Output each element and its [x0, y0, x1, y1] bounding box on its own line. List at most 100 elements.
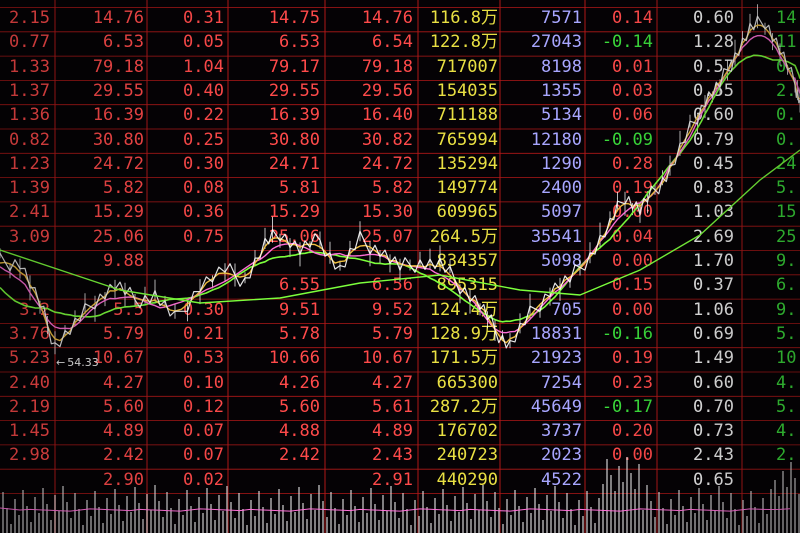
cell-bid: 2.42: [279, 445, 320, 466]
cell-ratio: 0.73: [693, 421, 734, 442]
cell-volume: 711188: [436, 105, 498, 126]
cell-edge: 15: [776, 202, 797, 223]
cell-volume: 264.5万: [429, 226, 498, 247]
cell-bid: 4.88: [279, 421, 320, 442]
cell-lots: 2023: [541, 445, 582, 466]
cell-edge: 14: [776, 8, 797, 28]
cell-edge: 0.: [776, 105, 797, 126]
cell-price: 4.89: [103, 421, 144, 442]
table-row: 3.2 5.5 0.30 9.51 9.52 124.4万 705 0.00 1.06 9.: [0, 299, 800, 322]
cell-price: 2.42: [103, 445, 144, 466]
table-row: 2.90 0.02 2.91 440290 4522 0.65: [0, 469, 800, 492]
cell-lots: 35541: [530, 226, 582, 247]
table-row: 9.88 834357 5098 0.00 1.70 9.: [0, 250, 800, 273]
cell-price: 5.82: [103, 178, 144, 199]
cell-change: 0.75: [183, 226, 224, 247]
cell-rate: 0.19: [612, 178, 653, 199]
cell-ratio: 0.79: [693, 129, 734, 150]
cell-last: 1.39: [9, 178, 50, 199]
cell-ask: 5.61: [372, 396, 413, 417]
cell-ratio: 0.55: [693, 80, 734, 101]
table-row: 0.82 30.80 0.25 30.80 30.82 765994 12180 -0.09 0…: [0, 129, 800, 152]
cell-ask: 10.67: [361, 348, 413, 369]
cell-price: 16.39: [92, 105, 144, 126]
cell-lots: 705: [551, 299, 582, 320]
cell-price: 14.76: [92, 8, 144, 28]
cell-ratio: 0.60: [693, 8, 734, 28]
cell-volume: 176702: [436, 421, 498, 442]
cell-rate: 0.00: [612, 202, 653, 223]
cell-ratio: 0.45: [693, 153, 734, 174]
cell-bid: 15.29: [268, 202, 320, 223]
table-row: 0.77 6.53 0.05 6.53 6.54 122.8万 27043 -0.14 1.28…: [0, 31, 800, 54]
low-price-annotation: ← 54.33: [56, 356, 99, 369]
cell-ask: 15.30: [361, 202, 413, 223]
cell-last: 2.15: [9, 8, 50, 28]
cell-ratio: 0.37: [693, 275, 734, 296]
cell-volume: 765994: [436, 129, 498, 150]
cell-price: 24.72: [92, 153, 144, 174]
cell-lots: 4522: [541, 469, 582, 490]
cell-last: 0.82: [9, 129, 50, 150]
cell-rate: 0.19: [612, 348, 653, 369]
cell-last: 3.76: [9, 323, 50, 344]
table-row: 2.40 4.27 0.10 4.26 4.27 665300 7254 0.23 0.60 4.: [0, 372, 800, 395]
cell-rate: 0.00: [612, 299, 653, 320]
cell-ratio: 0.57: [693, 56, 734, 77]
cell-ratio: 0.70: [693, 396, 734, 417]
cell-bid: 5.78: [279, 323, 320, 344]
cell-edge: 24: [776, 153, 797, 174]
cell-change: 0.25: [183, 129, 224, 150]
cell-ask: 79.18: [361, 56, 413, 77]
cell-change: 0.30: [183, 153, 224, 174]
cell-edge: 2.: [776, 445, 797, 466]
cell-change: 0.21: [183, 323, 224, 344]
cell-price: 5.60: [103, 396, 144, 417]
cell-edge: 4.: [776, 372, 797, 393]
cell-rate: 0.15: [612, 275, 653, 296]
cell-lots: 18831: [530, 323, 582, 344]
cell-lots: 1290: [541, 153, 582, 174]
cell-ratio: 0.65: [693, 469, 734, 490]
cell-volume: 128.9万: [429, 323, 498, 344]
cell-lots: 45649: [530, 396, 582, 417]
table-row: 1.37 29.55 0.40 29.55 29.56 154035 1355 0.03 0.5…: [0, 80, 800, 103]
cell-last: 2.41: [9, 202, 50, 223]
cell-ask: 2.43: [372, 445, 413, 466]
cell-volume: 665300: [436, 372, 498, 393]
cell-change: 0.53: [183, 348, 224, 369]
cell-ratio: 2.43: [693, 445, 734, 466]
cell-ask: 2.91: [372, 469, 413, 490]
cell-edge: 5.: [776, 396, 797, 417]
cell-lots: 27043: [530, 32, 582, 53]
cell-ask: 29.56: [361, 80, 413, 101]
annotation-value: 54.33: [67, 356, 99, 369]
cell-lots: 21923: [530, 348, 582, 369]
cell-bid: 25.06: [268, 226, 320, 247]
cell-ratio: 2.69: [693, 226, 734, 247]
cell-change: 0.07: [183, 445, 224, 466]
cell-change: 0.05: [183, 32, 224, 53]
cell-last: 0.77: [9, 32, 50, 53]
cell-rate: -0.17: [601, 396, 653, 417]
cell-rate: 0.20: [612, 421, 653, 442]
cell-volume: 240723: [436, 445, 498, 466]
cell-ratio: 1.49: [693, 348, 734, 369]
cell-bid: 24.71: [268, 153, 320, 174]
cell-price: 30.80: [92, 129, 144, 150]
table-row: 1.33 79.18 1.04 79.17 79.18 717007 8198 0.01 0.5…: [0, 56, 800, 79]
cell-edge: 9.: [776, 251, 797, 271]
cell-edge: 0.: [776, 129, 797, 150]
cell-ratio: 0.83: [693, 178, 734, 199]
cell-rate: 0.00: [612, 251, 653, 271]
table-row: 6.55 6.56 895315 0.15 0.37 6.: [0, 274, 800, 297]
cell-volume: 287.2万: [429, 396, 498, 417]
cell-edge: 0.: [776, 56, 797, 77]
cell-rate: 0.00: [612, 445, 653, 466]
cell-edge: 9.: [776, 299, 797, 320]
cell-bid: 29.55: [268, 80, 320, 101]
cell-last: 1.37: [9, 80, 50, 101]
cell-price: 5.5: [113, 299, 144, 320]
cell-bid: 79.17: [268, 56, 320, 77]
